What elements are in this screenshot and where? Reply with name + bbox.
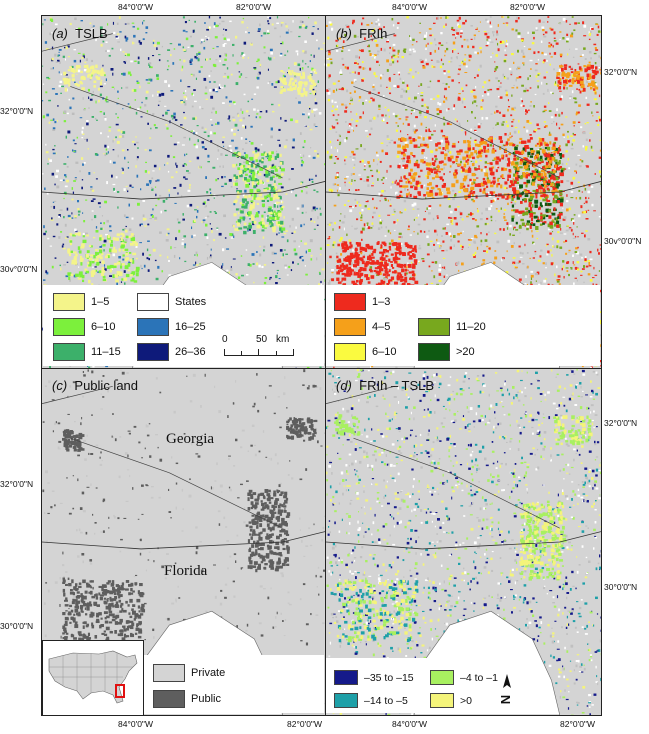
coord-bottom-84w-d: 84°0'0"W (392, 719, 427, 729)
legend-a-item-2: 6–10 (53, 318, 115, 336)
coord-left-32n-a: 32°0'0"N (0, 106, 34, 116)
coord-left-32n-c: 32°0'0"N (0, 479, 34, 489)
scale-start: 0 (222, 334, 228, 345)
coord-right-30n-d: 30°0'0"N (604, 582, 638, 592)
legend-swatch (418, 343, 450, 361)
inset-us-map (42, 640, 144, 716)
coord-top-82w-a: 82°0'0"W (236, 2, 271, 12)
legend-b-item-1: 1–3 (334, 293, 390, 311)
legend-b-item-2: 4–5 (334, 318, 390, 336)
legend-a-item-4: 16–25 (137, 318, 206, 336)
coord-top-84w-b: 84°0'0"W (392, 2, 427, 12)
legend-swatch (334, 293, 366, 311)
coord-left-30n-c: 30°0'0"N (0, 621, 34, 631)
scale-end: 50 (256, 334, 268, 345)
map-raster (326, 369, 601, 715)
inset-map-graphic (48, 650, 138, 704)
panel-b-label: (b) FRIh (336, 26, 388, 41)
state-label-florida: Florida (164, 563, 208, 579)
legend-a-background (43, 285, 324, 366)
coord-bottom-82w-c: 82°0'0"W (287, 719, 322, 729)
legend-swatch (334, 343, 366, 361)
legend-swatch (430, 670, 454, 685)
legend-swatch (153, 690, 185, 708)
legend-swatch (334, 318, 366, 336)
legend-swatch (137, 318, 169, 336)
north-arrow-icon: N (498, 672, 514, 712)
legend-swatch (53, 343, 85, 361)
coord-right-32n-b: 32°0'0"N (604, 67, 638, 77)
legend-a-item-1: 1–5 (53, 293, 109, 311)
legend-b-background (326, 285, 600, 366)
legend-a-item-states: States (137, 293, 206, 311)
legend-a-item-3: 11–15 (53, 343, 121, 361)
panel-d-label: (d) FRIh – TSLB (336, 378, 435, 393)
legend-swatch (153, 664, 185, 682)
legend-b-item-5: >20 (418, 343, 475, 361)
coord-right-30n-b: 30v°0'0"N (604, 236, 642, 246)
legend-d-item-4: >0 (430, 693, 472, 708)
coord-top-84w-a: 84°0'0"W (118, 2, 153, 12)
panel-c-label: (c) Public land (52, 378, 139, 393)
coord-left-30n-a: 30v°0'0"N (0, 264, 38, 274)
legend-swatch (53, 293, 85, 311)
legend-swatch (334, 693, 358, 708)
legend-swatch (430, 693, 454, 708)
legend-swatch (53, 318, 85, 336)
coord-bottom-84w-c: 84°0'0"W (118, 719, 153, 729)
legend-c-item-private: Private (153, 664, 225, 682)
legend-c-item-public: Public (153, 690, 221, 708)
legend-swatch (137, 343, 169, 361)
legend-swatch (418, 318, 450, 336)
legend-b-item-4: 11–20 (418, 318, 486, 336)
legend-d-item-1: –35 to –15 (334, 670, 414, 685)
panel-a-label: (a) TSLB (52, 26, 108, 41)
legend-swatch (334, 670, 358, 685)
scale-unit: km (276, 334, 290, 345)
state-label-georgia: Georgia (166, 431, 215, 447)
north-arrow-label: N (498, 694, 514, 705)
coord-bottom-82w-d: 82°0'0"W (560, 719, 595, 729)
legend-a-item-5: 26–36 (137, 343, 206, 361)
legend-d-item-3: –14 to –5 (334, 693, 408, 708)
legend-swatch (137, 293, 169, 311)
legend-d-item-2: –4 to –1 (430, 670, 498, 685)
legend-b-item-3: 6–10 (334, 343, 396, 361)
coord-top-82w-b: 82°0'0"W (510, 2, 545, 12)
coord-right-32n-d: 32°0'0"N (604, 418, 638, 428)
